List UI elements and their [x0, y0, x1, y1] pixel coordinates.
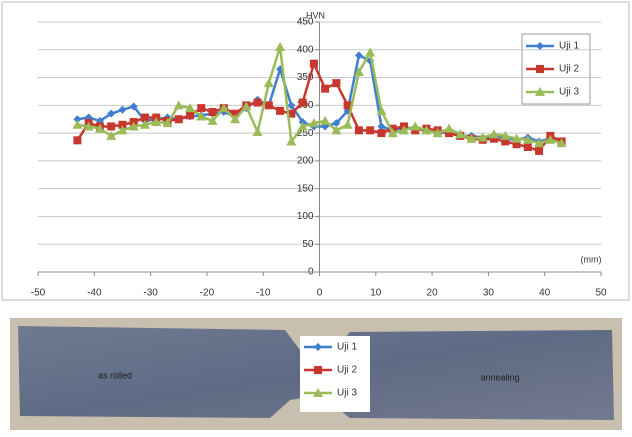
data-point	[175, 115, 183, 123]
photo-legend-label: Uji 2	[337, 365, 357, 376]
x-tick-label: -30	[143, 288, 158, 299]
data-point	[209, 108, 217, 116]
data-point	[276, 107, 284, 115]
y-tick-label: 50	[302, 239, 314, 250]
x-tick-label: -10	[256, 288, 271, 299]
y-tick-label: 100	[297, 211, 314, 222]
x-tick-label: -40	[87, 288, 102, 299]
data-point	[524, 143, 532, 151]
x-tick-label: 50	[595, 288, 607, 299]
x-tick-label: -50	[31, 288, 46, 299]
x-tick-label: -20	[200, 288, 215, 299]
data-point	[355, 126, 363, 134]
x-tick-label: 40	[539, 288, 551, 299]
y-axis-label: HVN	[306, 10, 325, 20]
photo-legend-marker	[314, 366, 322, 374]
data-point	[197, 104, 205, 112]
photo-label: annealing	[480, 372, 519, 382]
x-tick-label: 0	[317, 288, 323, 299]
legend-label: Uji 1	[559, 41, 579, 52]
photo-legend-label: Uji 1	[337, 342, 357, 353]
y-tick-label: 150	[297, 183, 314, 194]
data-point	[377, 129, 385, 137]
data-point	[107, 122, 115, 130]
legend-marker	[536, 65, 544, 73]
y-tick-label: 400	[297, 44, 314, 55]
x-tick-label: 30	[483, 288, 495, 299]
x-axis-label: (mm)	[581, 254, 602, 264]
photo-legend-label: Uji 3	[337, 388, 357, 399]
photo-label: as rolled	[98, 370, 132, 380]
data-point	[535, 147, 543, 155]
x-tick-label: 20	[427, 288, 439, 299]
data-point	[332, 79, 340, 87]
data-point	[73, 136, 81, 144]
x-tick-label: 10	[370, 288, 382, 299]
legend-label: Uji 2	[559, 64, 579, 75]
legend-label: Uji 3	[559, 87, 579, 98]
data-point	[265, 101, 273, 109]
data-point	[186, 111, 194, 119]
data-point	[310, 60, 318, 68]
y-tick-label: 200	[297, 156, 314, 167]
data-point	[321, 85, 329, 93]
page: as rolled annealing 05010015020025030035…	[0, 0, 632, 432]
data-point	[366, 126, 374, 134]
data-point	[299, 99, 307, 107]
data-point	[254, 99, 262, 107]
